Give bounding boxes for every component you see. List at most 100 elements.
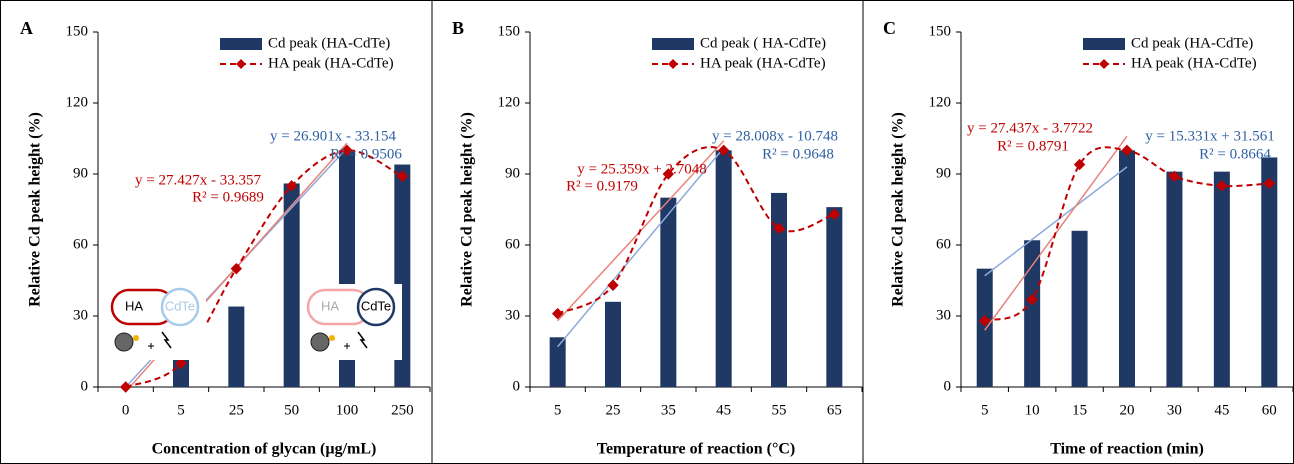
x-tick-label: 25 bbox=[606, 402, 621, 418]
x-tick-label: 25 bbox=[229, 402, 244, 418]
x-tick-label: 5 bbox=[554, 402, 562, 418]
line-marker bbox=[1216, 180, 1228, 192]
x-tick-label: 5 bbox=[177, 402, 185, 418]
line-marker bbox=[341, 144, 353, 157]
icon-spark bbox=[357, 331, 368, 349]
y-tick-label: 60 bbox=[936, 236, 951, 252]
bar bbox=[228, 306, 245, 387]
y-tick-label: 90 bbox=[73, 165, 88, 181]
bar bbox=[976, 268, 993, 387]
legend-label: Cd peak (HA-CdTe) bbox=[1131, 35, 1253, 51]
y-tick-label: 120 bbox=[498, 94, 521, 110]
line-marker bbox=[230, 262, 243, 275]
x-tick-label: 50 bbox=[284, 402, 299, 418]
icon-dot bbox=[329, 335, 335, 341]
y-axis-title: Relative Cd peak height (%) bbox=[890, 112, 907, 307]
y-axis-title: Relative Cd peak height (%) bbox=[27, 112, 44, 307]
y-tick-label: 150 bbox=[498, 23, 521, 39]
bar bbox=[715, 150, 732, 387]
bar bbox=[283, 183, 300, 387]
line-marker bbox=[285, 180, 298, 192]
bar bbox=[660, 197, 677, 387]
y-tick-label: 150 bbox=[66, 23, 89, 39]
line-marker bbox=[1026, 293, 1038, 306]
trendline-equation: y = 26.901x - 33.154 bbox=[270, 128, 396, 144]
y-tick-label: 150 bbox=[929, 23, 952, 39]
line-series bbox=[125, 149, 403, 388]
line-marker bbox=[828, 208, 841, 220]
line-marker bbox=[1073, 158, 1086, 171]
y-tick-label: 0 bbox=[944, 378, 952, 394]
x-axis-title: Temperature of reaction (°C) bbox=[597, 441, 796, 458]
trendline-equation: y = 28.008x - 10.748 bbox=[712, 128, 838, 144]
x-axis-title: Concentration of glycan (µg/mL) bbox=[152, 441, 377, 458]
legend-label: HA peak (HA-CdTe) bbox=[1131, 55, 1257, 71]
trendline-equation: R² = 0.8664 bbox=[1199, 146, 1271, 162]
icon-plus bbox=[148, 343, 154, 349]
x-tick-label: 10 bbox=[1025, 402, 1040, 418]
legend-label: Cd peak ( HA-CdTe) bbox=[700, 35, 826, 51]
y-axis-title: Relative Cd peak height (%) bbox=[459, 112, 476, 307]
bar bbox=[1166, 171, 1183, 387]
legend-swatch bbox=[1083, 38, 1125, 50]
icon-plus bbox=[344, 343, 350, 349]
line-marker bbox=[119, 381, 132, 393]
legend-marker bbox=[236, 59, 246, 69]
y-tick-label: 30 bbox=[73, 307, 88, 323]
trendline-equation: y = 15.331x + 31.561 bbox=[1145, 128, 1274, 144]
bar bbox=[605, 301, 621, 387]
y-tick-label: 60 bbox=[505, 236, 520, 252]
icon-label: CdTe bbox=[361, 298, 391, 313]
trendline-equation: R² = 0.9648 bbox=[762, 146, 834, 162]
y-tick-label: 30 bbox=[505, 307, 520, 323]
panel: A 0 30 60 90 120 150 0 5 25 50 100 250 Concentration … bbox=[20, 18, 431, 458]
x-tick-label: 60 bbox=[1262, 402, 1277, 418]
icon-ball bbox=[310, 332, 330, 352]
y-tick-label: 90 bbox=[505, 165, 520, 181]
panel: B 0 30 60 90 120 150 5 25 35 45 55 65 Temperature of … bbox=[452, 18, 863, 458]
line-marker bbox=[717, 144, 730, 157]
icon-spark bbox=[161, 331, 172, 349]
legend-swatch bbox=[652, 38, 694, 50]
trendline-equation: R² = 0.9689 bbox=[192, 189, 264, 205]
trendline-equation: R² = 0.8791 bbox=[997, 138, 1069, 154]
x-tick-label: 250 bbox=[391, 402, 414, 418]
line-marker bbox=[175, 357, 187, 370]
y-tick-label: 0 bbox=[513, 378, 521, 394]
x-tick-label: 0 bbox=[122, 402, 130, 418]
x-tick-label: 100 bbox=[336, 402, 359, 418]
y-tick-label: 90 bbox=[936, 165, 951, 181]
x-tick-label: 45 bbox=[1214, 402, 1229, 418]
line-marker bbox=[607, 279, 619, 291]
line-marker bbox=[979, 315, 991, 327]
panel-letter: C bbox=[883, 18, 896, 38]
line-marker bbox=[1263, 177, 1275, 190]
line-marker bbox=[773, 222, 785, 235]
trendline-equation: y = 27.437x - 3.7722 bbox=[967, 120, 1093, 136]
legend-swatch bbox=[220, 38, 262, 50]
icon-ball bbox=[114, 332, 134, 352]
bar bbox=[1261, 157, 1278, 387]
trendline bbox=[984, 166, 1128, 277]
icon-label: CdTe bbox=[165, 298, 195, 313]
line-marker bbox=[1168, 170, 1181, 183]
panel: C 0 30 60 90 120 150 5 10 15 20 30 45 60 Time of react… bbox=[883, 18, 1294, 458]
legend-label: Cd peak (HA-CdTe) bbox=[268, 35, 390, 51]
legend-label: HA peak (HA-CdTe) bbox=[700, 55, 826, 71]
icon-dot bbox=[133, 335, 139, 341]
line-marker bbox=[551, 307, 564, 320]
icon-circle bbox=[160, 287, 200, 327]
panel-letter: A bbox=[20, 18, 33, 38]
x-tick-label: 35 bbox=[661, 402, 676, 418]
x-tick-label: 15 bbox=[1072, 402, 1087, 418]
icon-circle bbox=[356, 287, 396, 327]
legend-label: HA peak (HA-CdTe) bbox=[268, 55, 394, 71]
x-tick-label: 55 bbox=[772, 402, 787, 418]
trendline-equation: R² = 0.9179 bbox=[566, 178, 638, 194]
bar bbox=[771, 192, 787, 387]
y-tick-label: 0 bbox=[81, 378, 89, 394]
bar bbox=[1024, 240, 1041, 387]
bar bbox=[1071, 230, 1088, 387]
